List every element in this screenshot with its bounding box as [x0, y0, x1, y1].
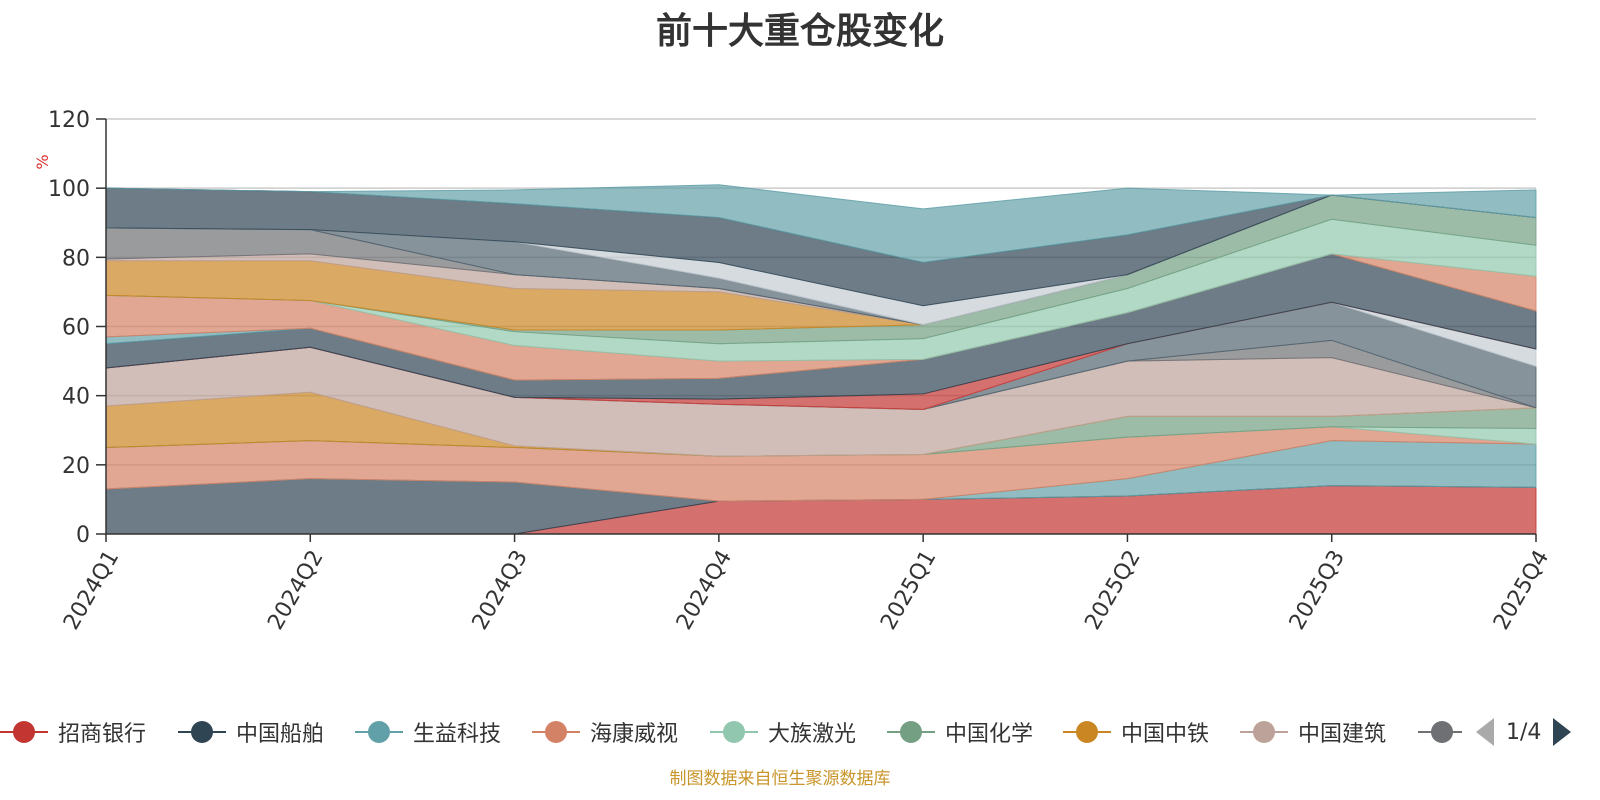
y-tick-label: 20: [62, 454, 90, 479]
x-tick-label: 2025Q3: [1285, 546, 1350, 634]
legend-marker-icon: [1418, 721, 1462, 743]
y-unit-label: %: [33, 154, 52, 169]
legend-item[interactable]: 中国船舶: [178, 714, 324, 750]
legend-label: 大族激光: [768, 722, 857, 747]
legend-marker-icon: [178, 721, 226, 743]
area-series-group: [105, 184, 1537, 535]
legend-marker-icon: [1240, 721, 1288, 743]
x-tick-label: 2024Q3: [468, 546, 533, 634]
x-tick-label: 2025Q2: [1080, 546, 1145, 634]
legend-item[interactable]: 中国化学: [887, 714, 1033, 750]
legend-marker-icon: [710, 721, 758, 743]
legend-items: 招商银行 中国船舶 生益科技 海康威视 大族激光 中国化学 中国中铁 中国建筑 积: [0, 714, 1462, 750]
x-tick-label: 2025Q1: [876, 546, 941, 634]
legend-item[interactable]: 海康威视: [532, 714, 678, 750]
legend-item[interactable]: 生益科技: [355, 714, 501, 750]
legend-label: 生益科技: [413, 722, 502, 747]
legend-pager: 1/4: [1476, 714, 1572, 750]
legend-prev-page-icon[interactable]: [1476, 718, 1494, 746]
y-tick-label: 80: [62, 246, 90, 271]
x-tick-label: 2024Q2: [263, 546, 328, 634]
legend-marker-icon: [887, 721, 935, 743]
x-tick-label: 2024Q1: [59, 546, 124, 634]
legend-item[interactable]: 积: [1418, 714, 1462, 750]
legend-item[interactable]: 中国中铁: [1063, 714, 1209, 750]
x-tick-label: 2025Q4: [1489, 546, 1554, 634]
legend-label: 中国船舶: [236, 722, 325, 747]
legend-label: 中国建筑: [1298, 722, 1387, 747]
legend-marker-icon: [1063, 721, 1111, 743]
legend-item[interactable]: 大族激光: [710, 714, 856, 750]
legend-label: 招商银行: [58, 722, 147, 747]
legend-item[interactable]: 招商银行: [0, 714, 146, 750]
legend-page-indicator: 1/4: [1506, 719, 1542, 745]
y-tick-label: 100: [48, 177, 90, 202]
y-tick-label: 40: [62, 385, 90, 410]
legend: 招商银行 中国船舶 生益科技 海康威视 大族激光 中国化学 中国中铁 中国建筑 积 1/4: [0, 714, 1600, 750]
legend-marker-icon: [0, 721, 48, 743]
legend-label: 中国化学: [945, 722, 1034, 747]
legend-item[interactable]: 中国建筑: [1240, 714, 1386, 750]
legend-label: 海康威视: [590, 722, 679, 747]
chart-title: 前十大重仓股变化: [655, 11, 944, 52]
legend-marker-icon: [355, 721, 403, 743]
y-tick-label: 120: [48, 108, 90, 133]
x-tick-label: 2024Q4: [672, 546, 737, 634]
y-tick-label: 60: [62, 316, 90, 341]
legend-marker-icon: [532, 721, 580, 743]
legend-next-page-icon[interactable]: [1553, 718, 1572, 746]
y-tick-label: 0: [76, 523, 90, 548]
area-series-24: [105, 184, 1537, 264]
legend-label: 中国中铁: [1121, 722, 1210, 747]
source-note: 制图数据来自恒生聚源数据库: [669, 769, 891, 789]
area-chart: 0 20 40 60 80 100 120 2024Q1 2024Q2 2024Q3 2024Q4 2…: [33, 108, 1554, 634]
